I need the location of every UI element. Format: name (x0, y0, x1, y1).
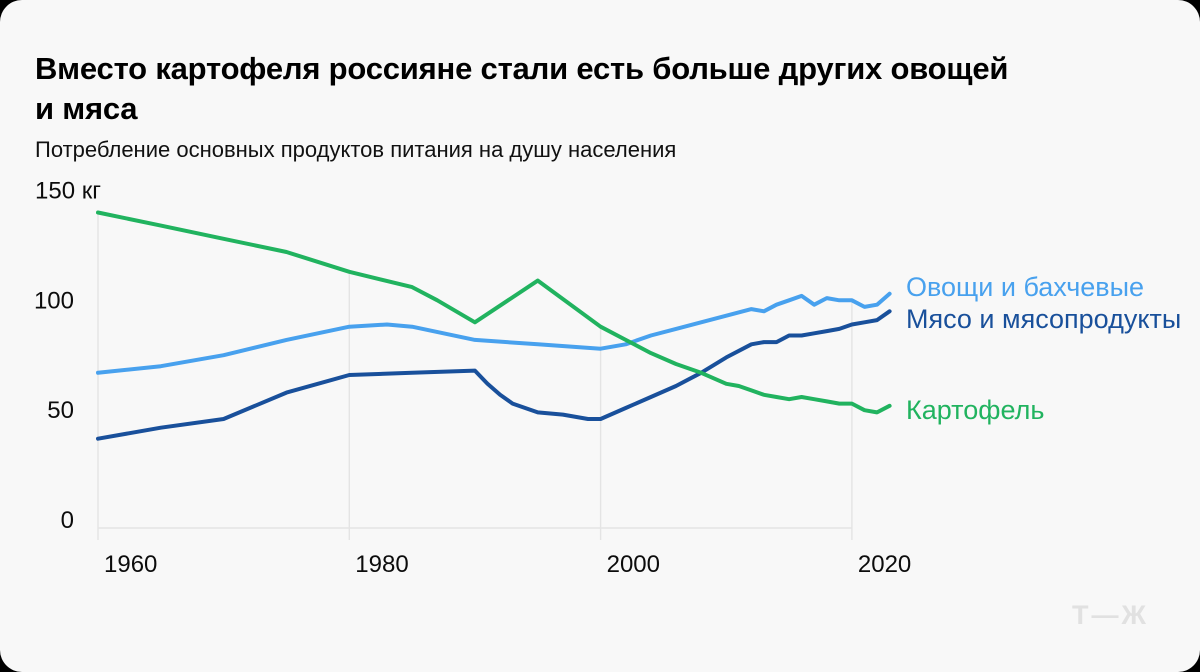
x-tick-label-2000: 2000 (607, 551, 660, 578)
x-tick-label-2020: 2020 (858, 551, 911, 578)
x-tick-label-1980: 1980 (355, 551, 408, 578)
y-tick-label-50: 50 (47, 397, 74, 424)
title-line-2: и мяса (35, 90, 138, 126)
series-line-meat (96, 309, 892, 441)
y-tick-label-0: 0 (61, 507, 74, 534)
y-tick-label-150: 150 кг (35, 177, 101, 204)
series-line-vegetables (96, 291, 892, 375)
tj-logo: Т—Ж (1072, 600, 1149, 630)
legend-item-vegetables: Овощи и бахчевые (906, 272, 1145, 302)
y-tick-label-100: 100 (34, 287, 74, 314)
legend-item-meat: Мясо и мясопродукты (906, 304, 1182, 334)
legend-item-potatoes: Картофель (906, 395, 1045, 425)
chart-subtitle: Потребление основных продуктов питания н… (35, 137, 677, 162)
series-line-potatoes (96, 210, 892, 415)
title-line-1: Вместо картофеля россияне стали есть бол… (35, 50, 1009, 86)
x-tick-label-1960: 1960 (104, 551, 157, 578)
chart-title: Вместо картофеля россияне стали есть бол… (35, 49, 1008, 129)
